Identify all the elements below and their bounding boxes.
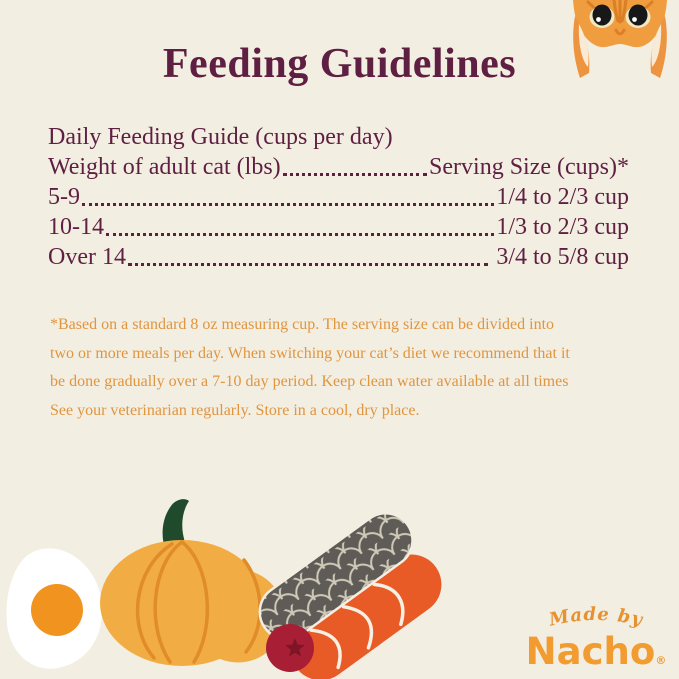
guide-row: Over 14 3/4 to 5/8 cup [48,242,629,272]
dotted-leader [127,263,489,266]
disclaimer-line: be done gradually over a 7-10 day period… [50,373,569,390]
weight-range: Over 14 [48,244,126,270]
weight-range: 10-14 [48,214,104,240]
disclaimer: *Based on a standard 8 oz measuring cup.… [50,311,635,425]
cranberry-icon [266,624,314,672]
serving-size: 1/4 to 2/3 cup [496,184,629,210]
serving-size: 3/4 to 5/8 cup [490,244,629,270]
boiled-egg-icon [6,548,103,669]
brand-logo: Made by Nacho® [518,604,674,679]
dotted-leader [282,173,428,176]
page-title: Feeding Guidelines [162,41,517,87]
serving-column-label: Serving Size (cups)* [429,154,629,180]
disclaimer-line: *Based on a standard 8 oz measuring cup.… [50,316,555,333]
feeding-guide: Daily Feeding Guide (cups per day) Weigh… [48,122,629,272]
salmon-fillet-icon [258,512,442,679]
guide-row: 5-9 1/4 to 2/3 cup [48,182,629,212]
brand-name: Nacho [525,630,656,673]
serving-size: 1/3 to 2/3 cup [496,214,629,240]
logo-tagline: Made by [546,604,644,631]
dotted-leader [82,203,495,206]
feeding-guide-header-row: Weight of adult cat (lbs) Serving Size (… [48,152,629,182]
weight-column-label: Weight of adult cat (lbs) [48,154,281,180]
weight-range: 5-9 [48,184,80,210]
disclaimer-line: two or more meals per day. When switchin… [50,344,570,362]
registered-mark: ® [655,654,667,667]
pumpkin-icon [100,499,288,666]
logo-tagline-arc: Made by [546,604,645,631]
disclaimer-line: See your veterinarian regularly. Store i… [50,401,420,419]
feeding-guide-heading: Daily Feeding Guide (cups per day) [48,124,393,150]
dotted-leader [106,233,495,236]
cat-peeking-icon [573,0,667,78]
logo-brand-text: Nacho® [518,633,674,679]
svg-text:Made by: Made by [546,604,645,631]
guide-row: 10-14 1/3 to 2/3 cup [48,212,629,242]
